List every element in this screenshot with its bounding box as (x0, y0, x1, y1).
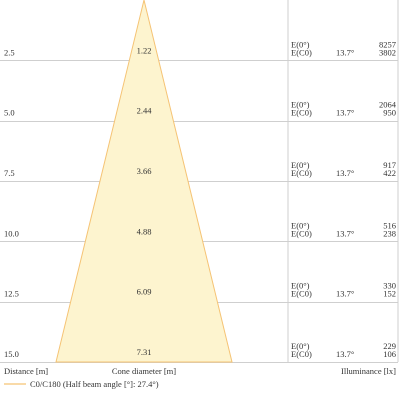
distance-label: 12.5 (4, 289, 19, 299)
e0-value: 8257 (379, 39, 396, 49)
half-angle-label: 13.7° (336, 47, 354, 57)
e0-label: E(0°) (291, 341, 310, 351)
cone-diameter-axis-label: Cone diameter [m] (112, 366, 176, 376)
cone-diameter-label: 6.09 (137, 287, 152, 297)
distance-axis-label: Distance [m] (4, 366, 48, 376)
half-angle-label: 13.7° (336, 349, 354, 359)
e0-label: E(0°) (291, 39, 310, 49)
half-angle-label: 13.7° (336, 289, 354, 299)
ec0-label: E(C0) (291, 289, 312, 299)
cone-diameter-label: 1.22 (137, 45, 152, 55)
distance-label: 15.0 (4, 349, 19, 359)
e0-value: 516 (383, 220, 396, 230)
ec0-value: 152 (383, 289, 396, 299)
cone-diameter-label: 4.88 (137, 226, 152, 236)
distance-label: 10.0 (4, 228, 19, 238)
ec0-value: 3802 (379, 47, 396, 57)
distance-label: 2.5 (4, 47, 15, 57)
beam-cone (55, 0, 233, 363)
half-angle-label: 13.7° (336, 168, 354, 178)
ec0-label: E(C0) (291, 228, 312, 238)
e0-value: 917 (383, 160, 396, 170)
e0-label: E(0°) (291, 100, 310, 110)
distance-label: 7.5 (4, 168, 15, 178)
distance-label: 5.0 (4, 108, 15, 118)
e0-label: E(0°) (291, 160, 310, 170)
ec0-value: 106 (383, 349, 396, 359)
cone-diameter-label: 2.44 (137, 106, 153, 116)
e0-value: 229 (383, 341, 396, 351)
e0-value: 330 (383, 281, 396, 291)
ec0-label: E(C0) (291, 349, 312, 359)
cone-diameter-label: 7.31 (137, 347, 152, 357)
ec0-value: 950 (383, 108, 396, 118)
ec0-label: E(C0) (291, 108, 312, 118)
ec0-value: 238 (383, 228, 396, 238)
cone-diameter-label: 3.66 (137, 166, 152, 176)
half-angle-label: 13.7° (336, 228, 354, 238)
e0-value: 2064 (379, 100, 397, 110)
ec0-label: E(C0) (291, 47, 312, 57)
e0-label: E(0°) (291, 281, 310, 291)
ec0-value: 422 (383, 168, 396, 178)
illuminance-axis-label: Illuminance [lx] (341, 366, 396, 376)
ec0-label: E(C0) (291, 168, 312, 178)
e0-label: E(0°) (291, 220, 310, 230)
legend-label: C0/C180 (Half beam angle [°]: 27.4°) (30, 379, 159, 389)
half-angle-label: 13.7° (336, 108, 354, 118)
